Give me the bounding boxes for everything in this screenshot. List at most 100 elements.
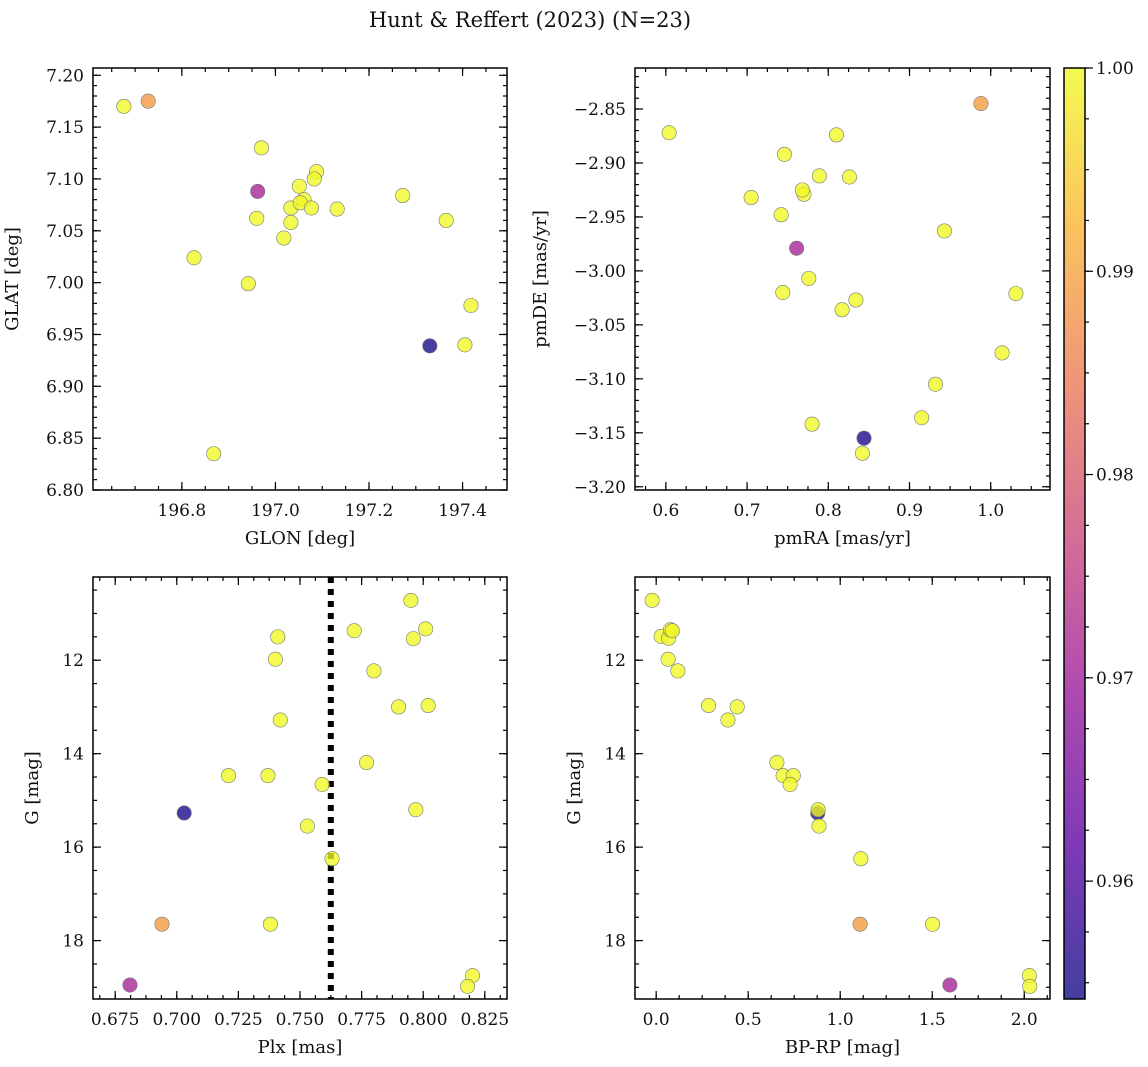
data-point: [853, 851, 869, 867]
colorbar-tick-label: 0.98: [1096, 466, 1134, 486]
colorbar-tick-label: 0.99: [1096, 262, 1134, 282]
data-point: [116, 98, 132, 114]
axes-frame: [634, 67, 1051, 491]
data-point: [644, 592, 660, 608]
y-axis-label: G [mag]: [22, 751, 43, 824]
data-point: [122, 977, 138, 993]
x-tick-label: 197.4: [438, 501, 487, 521]
x-tick-label: 196.8: [158, 501, 207, 521]
data-point: [249, 210, 265, 226]
data-point: [418, 621, 434, 637]
data-point: [306, 171, 322, 187]
data-point: [329, 201, 345, 217]
y-axis-label: G [mag]: [564, 751, 585, 824]
axes-frame: [634, 576, 1051, 1000]
data-point: [828, 127, 844, 143]
glon-glat-panel: 196.8 197.0 197.2 197.4 6.80 6.85 6.90 6.95 7.00…: [2, 66, 508, 549]
y-tick-label: 7.20: [46, 66, 84, 86]
data-point: [942, 977, 958, 993]
data-point: [460, 978, 476, 994]
data-point: [801, 270, 817, 286]
data-point: [422, 338, 438, 354]
data-point: [670, 663, 686, 679]
data-point: [314, 776, 330, 792]
figure-title: Hunt & Reffert (2023) (N=23): [369, 8, 691, 32]
data-point: [267, 651, 283, 667]
data-point: [701, 698, 717, 714]
colorbar-tick-label: 0.96: [1096, 872, 1134, 892]
y-tick-label: 6.95: [46, 325, 84, 345]
x-tick-label: 1.0: [827, 1010, 854, 1030]
data-point: [270, 629, 286, 645]
data-point: [776, 146, 792, 162]
y-tick-label: 14: [604, 745, 626, 765]
y-axis-label: GLAT [deg]: [2, 227, 23, 331]
data-point: [811, 168, 827, 184]
axes-frame: [92, 67, 508, 491]
data-point: [743, 190, 759, 206]
x-tick-label: 0.750: [276, 1010, 325, 1030]
y-tick-label: 12: [62, 651, 84, 671]
data-point: [789, 240, 805, 256]
data-point: [463, 297, 479, 313]
data-point: [262, 916, 278, 932]
data-point: [660, 651, 676, 667]
data-point: [729, 699, 745, 715]
y-tick-label: 7.10: [46, 170, 84, 190]
x-tick-label: 0.7: [734, 501, 761, 521]
y-tick-label: 6.80: [46, 481, 84, 501]
data-point: [927, 376, 943, 392]
data-point: [420, 698, 436, 714]
y-tick-label: −3.20: [574, 478, 626, 498]
data-point: [359, 755, 375, 771]
data-point: [664, 623, 680, 639]
data-point: [303, 200, 319, 216]
colorbar-tick-label: 1.00: [1096, 59, 1134, 79]
x-tick-label: 1.0: [977, 501, 1004, 521]
y-tick-label: 14: [62, 745, 84, 765]
data-point: [176, 805, 192, 821]
x-axis-label: BP-RP [mag]: [785, 1037, 900, 1058]
y-tick-label: −3.10: [574, 370, 626, 390]
y-tick-label: 6.90: [46, 377, 84, 397]
data-point: [794, 182, 810, 198]
data-point: [720, 712, 736, 728]
data-point: [856, 430, 872, 446]
data-point: [848, 292, 864, 308]
data-point: [260, 768, 276, 784]
data-point: [810, 802, 826, 818]
proper-motion-panel: 0.6 0.7 0.8 0.9 1.0 −3.20 −3.15 −3.10 −3.05 −3.00…: [530, 67, 1051, 549]
x-tick-label: 0.825: [460, 1010, 509, 1030]
colorbar-tick-label: 0.97: [1096, 669, 1134, 689]
x-tick-label: 0.5: [735, 1010, 762, 1030]
data-point: [994, 345, 1010, 361]
data-point: [973, 96, 989, 112]
data-point: [272, 712, 288, 728]
data-point: [811, 818, 827, 834]
x-tick-label: 2.0: [1011, 1010, 1038, 1030]
y-tick-label: 6.85: [46, 429, 84, 449]
x-tick-label: 0.700: [152, 1010, 201, 1030]
x-tick-label: 0.800: [399, 1010, 448, 1030]
data-point: [782, 776, 798, 792]
x-axis-label: GLON [deg]: [245, 528, 355, 549]
data-point: [769, 755, 785, 771]
data-point: [366, 663, 382, 679]
y-tick-label: 7.05: [46, 222, 84, 242]
colorbar-frame: [1063, 67, 1086, 1000]
data-point: [457, 337, 473, 353]
colorbar: 0.96 0.97 0.98 0.99 1.00: [1063, 59, 1134, 1000]
y-tick-label: 12: [604, 651, 626, 671]
data-point: [206, 446, 222, 462]
x-tick-label: 197.2: [345, 501, 394, 521]
y-tick-label: 7.15: [46, 118, 84, 138]
x-tick-label: 0.8: [815, 501, 842, 521]
data-point: [391, 699, 407, 715]
y-tick-label: −3.00: [574, 262, 626, 282]
data-point: [140, 93, 156, 109]
data-point: [834, 302, 850, 318]
data-point: [852, 916, 868, 932]
x-tick-label: 0.0: [643, 1010, 670, 1030]
y-tick-label: −2.95: [574, 208, 626, 228]
y-tick-label: 16: [62, 838, 84, 858]
